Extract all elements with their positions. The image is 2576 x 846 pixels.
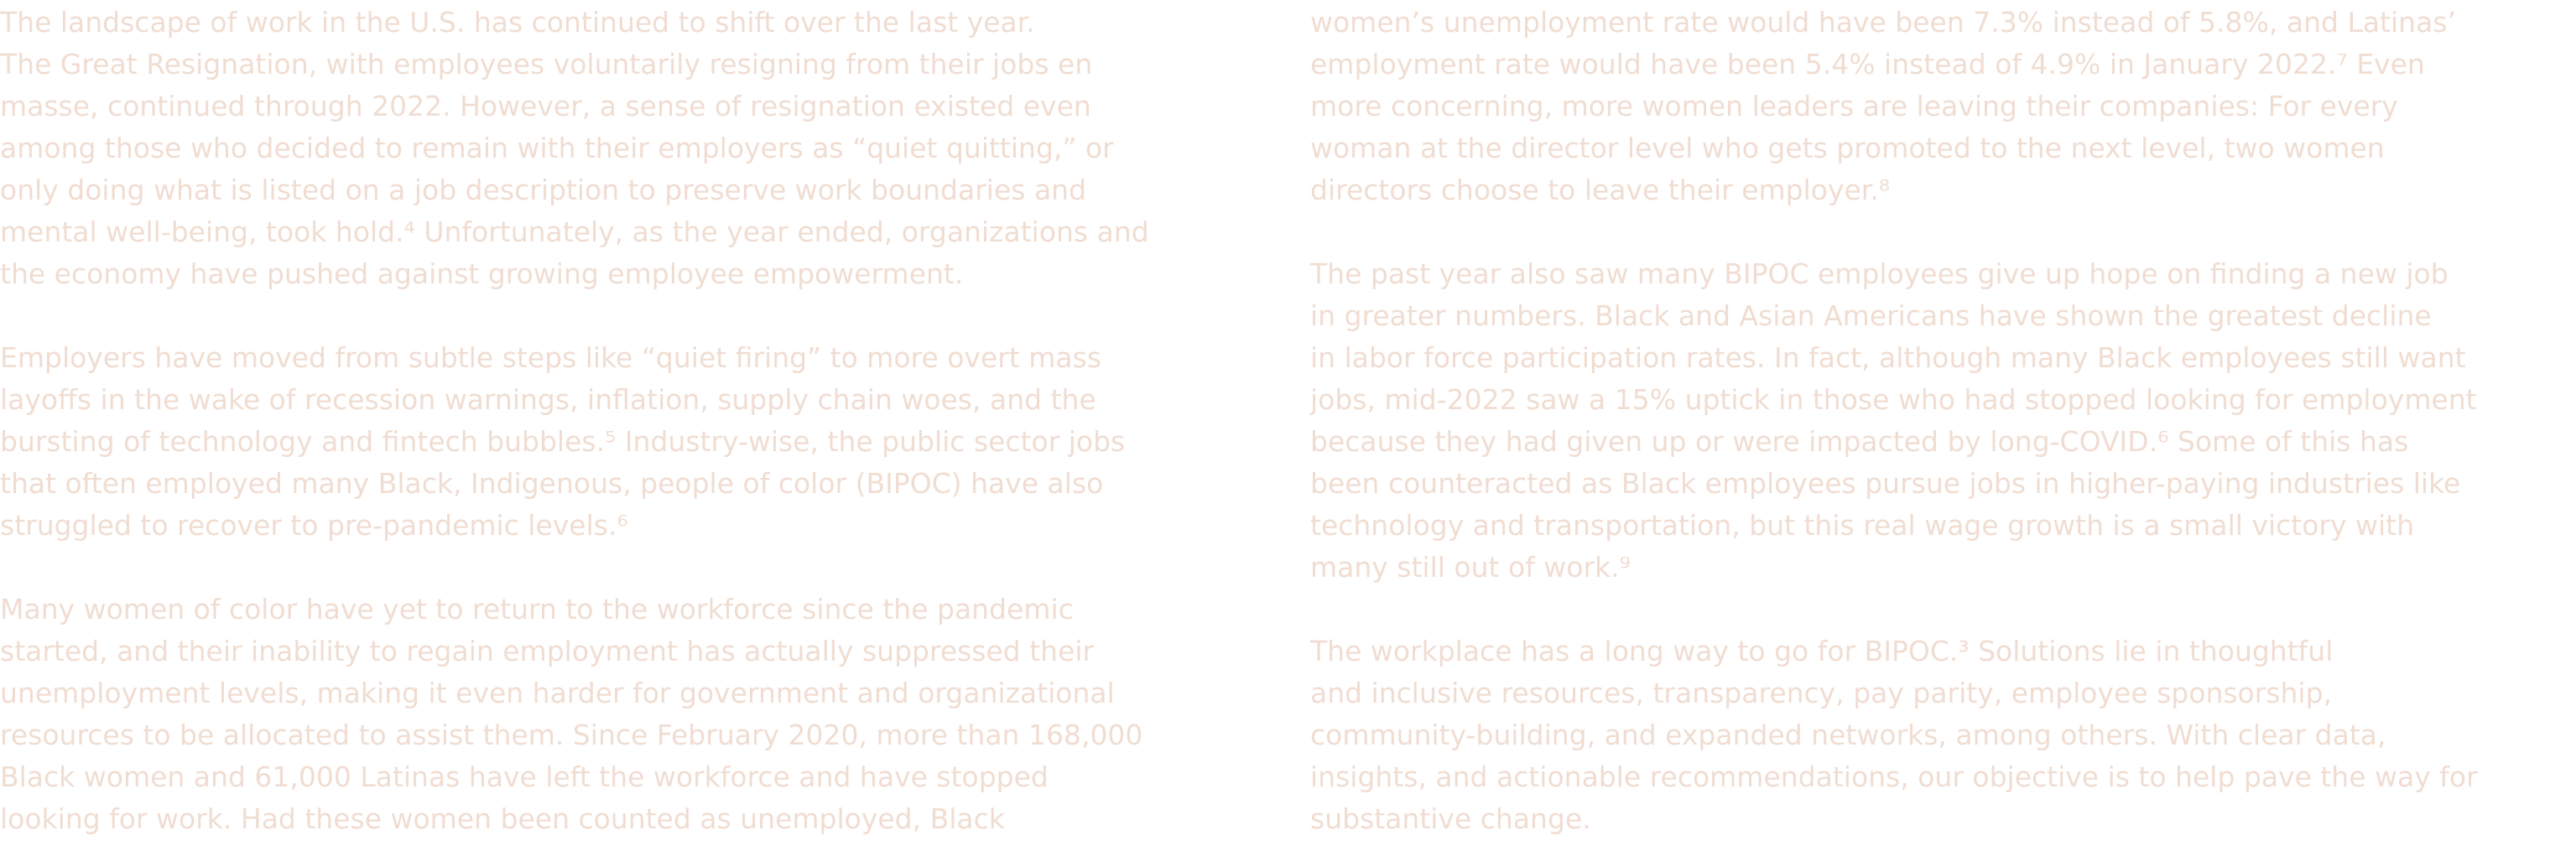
text-line: women’s unemployment rate would have bee… (1310, 6, 2456, 39)
text-line: looking for work. Had these women been c… (0, 802, 1005, 835)
text-line: The past year also saw many BIPOC employ… (1310, 257, 2449, 290)
text-line: among those who decided to remain with t… (0, 132, 1114, 164)
text-line: resources to be allocated to assist them… (0, 719, 1143, 751)
text-line: layoffs in the wake of recession warning… (0, 383, 1096, 416)
text-line: unemployment levels, making it even hard… (0, 677, 1115, 709)
text-line: Employers have moved from subtle steps l… (0, 341, 1102, 374)
text-line: technology and transportation, but this … (1310, 509, 2415, 542)
text-line: started, and their inability to regain e… (0, 635, 1095, 667)
text-line: directors choose to leave their employer… (1310, 174, 1891, 206)
text-line: The workplace has a long way to go for B… (1310, 635, 2334, 667)
text-line: substantive change. (1310, 802, 1591, 835)
paragraph-work-landscape: The landscape of work in the U.S. has co… (0, 2, 1258, 295)
text-line: in labor force participation rates. In f… (1310, 341, 2466, 374)
text-line: many still out of work.⁹ (1310, 551, 1631, 584)
text-line: struggled to recover to pre-pandemic lev… (0, 509, 628, 542)
text-line: mental well-being, took hold.⁴ Unfortuna… (0, 215, 1149, 248)
paragraph-workplace-solutions: The workplace has a long way to go for B… (1310, 631, 2576, 840)
text-line: only doing what is listed on a job descr… (0, 174, 1087, 206)
text-line: Many women of color have yet to return t… (0, 593, 1074, 625)
paragraph-unemployment-rates: women’s unemployment rate would have bee… (1310, 2, 2576, 211)
text-line: masse, continued through 2022. However, … (0, 90, 1091, 122)
paragraph-bipoc-employees: The past year also saw many BIPOC employ… (1310, 253, 2576, 589)
text-line: employment rate would have been 5.4% ins… (1310, 48, 2425, 80)
text-line: in greater numbers. Black and Asian Amer… (1310, 299, 2432, 332)
text-line: The landscape of work in the U.S. has co… (0, 6, 1035, 39)
right-column: women’s unemployment rate would have bee… (1310, 2, 2576, 840)
text-line: the economy have pushed against growing … (0, 257, 964, 290)
paragraph-women-of-color: Many women of color have yet to return t… (0, 589, 1258, 840)
left-column: The landscape of work in the U.S. has co… (0, 2, 1258, 840)
text-line: insights, and actionable recommendations… (1310, 760, 2478, 793)
text-line: community-building, and expanded network… (1310, 719, 2386, 751)
text-line: because they had given up or were impact… (1310, 425, 2409, 458)
text-line: woman at the director level who gets pro… (1310, 132, 2385, 164)
text-line: bursting of technology and fintech bubbl… (0, 425, 1126, 458)
text-line: The Great Resignation, with employees vo… (0, 48, 1093, 80)
text-line: that often employed many Black, Indigeno… (0, 467, 1104, 500)
text-line: and inclusive resources, transparency, p… (1310, 677, 2333, 709)
text-line: jobs, mid-2022 saw a 15% uptick in those… (1310, 383, 2477, 416)
text-line: been counteracted as Black employees pur… (1310, 467, 2461, 500)
paragraph-employers: Employers have moved from subtle steps l… (0, 337, 1258, 547)
text-line: more concerning, more women leaders are … (1310, 90, 2398, 122)
text-line: Black women and 61,000 Latinas have left… (0, 760, 1049, 793)
